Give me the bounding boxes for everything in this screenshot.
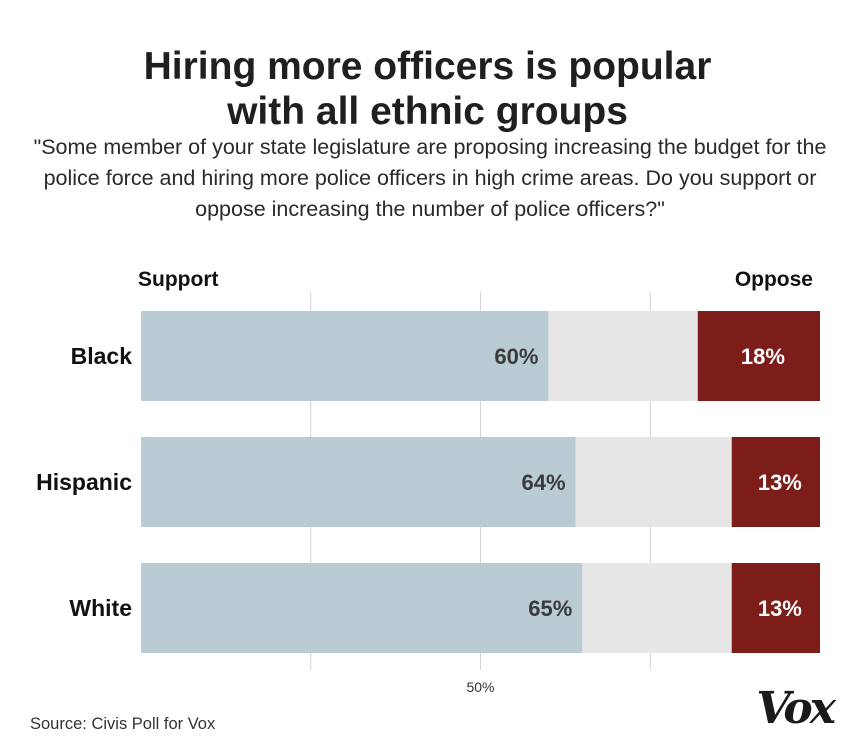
x-tick-label-50: 50% xyxy=(466,679,494,695)
source-note: Source: Civis Poll for Vox xyxy=(30,715,216,733)
support-bar-white xyxy=(141,563,583,653)
support-bar-black xyxy=(141,311,549,401)
support-axis-label: Support xyxy=(138,268,219,291)
category-label-white: White xyxy=(69,595,132,621)
chart-title-line-1: Hiring more officers is popular xyxy=(143,45,712,88)
neither-bar-black xyxy=(548,311,698,401)
oppose-bar-white xyxy=(731,563,820,653)
chart-subtitle: "Some member of your state legislature a… xyxy=(33,135,827,221)
category-label-hispanic: Hispanic xyxy=(36,469,132,495)
category-label-black: Black xyxy=(71,343,133,369)
oppose-value-label-black: 18% xyxy=(741,344,785,369)
neither-bar-hispanic xyxy=(575,437,732,527)
oppose-value-label-hispanic: 13% xyxy=(758,470,802,495)
support-value-label-hispanic: 64% xyxy=(522,470,566,495)
chart-title: Hiring more officers is popular with all… xyxy=(0,44,855,134)
oppose-axis-label: Oppose xyxy=(734,268,813,291)
chart-title-line-2: with all ethnic groups xyxy=(227,90,628,133)
oppose-bar-black xyxy=(697,311,820,401)
oppose-bar-hispanic xyxy=(731,437,820,527)
vox-logo: Vox xyxy=(756,683,836,734)
support-bar-hispanic xyxy=(141,437,576,527)
neither-bar-white xyxy=(582,563,732,653)
stacked-bar-chart: 50% Black 60% 18% Hispanic 64% 13% White 65% 13% xyxy=(36,292,820,695)
support-value-label-white: 65% xyxy=(528,596,572,621)
support-value-label-black: 60% xyxy=(494,344,538,369)
oppose-value-label-white: 13% xyxy=(758,596,802,621)
